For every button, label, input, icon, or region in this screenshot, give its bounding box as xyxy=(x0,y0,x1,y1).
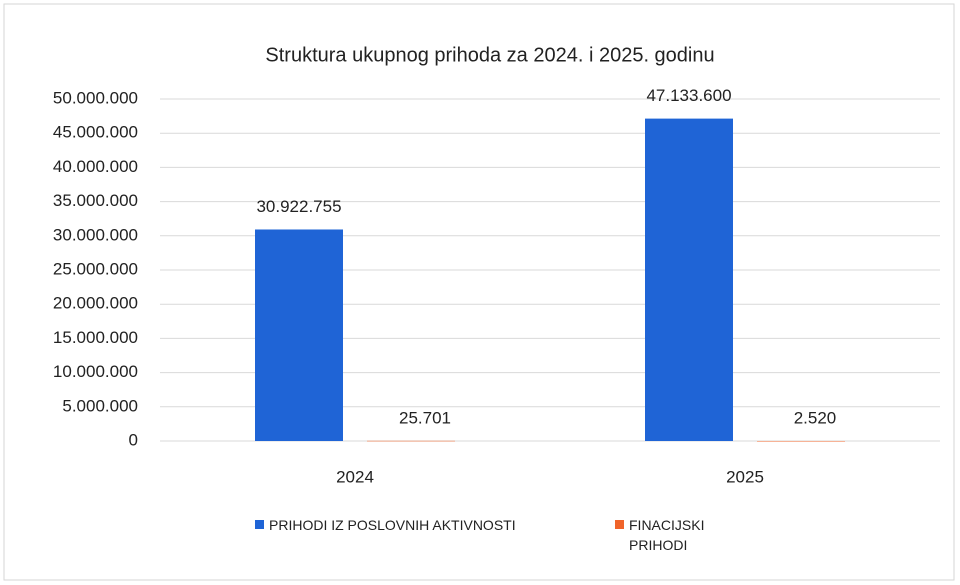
value-label: 47.133.600 xyxy=(646,86,731,105)
y-tick-label: 45.000.000 xyxy=(53,123,138,142)
value-label: 30.922.755 xyxy=(256,197,341,216)
y-tick-label: 0 xyxy=(129,430,138,449)
x-tick-label: 2024 xyxy=(336,467,374,486)
y-tick-label: 40.000.000 xyxy=(53,157,138,176)
value-label: 25.701 xyxy=(399,408,451,427)
y-tick-label: 35.000.000 xyxy=(53,191,138,210)
y-tick-label: 30.000.000 xyxy=(53,225,138,244)
y-tick-label: 5.000.000 xyxy=(62,396,138,415)
value-label: 2.520 xyxy=(794,408,837,427)
bar xyxy=(645,118,733,442)
chart-title: Struktura ukupnog prihoda za 2024. i 202… xyxy=(265,44,714,66)
bar xyxy=(255,229,343,441)
y-tick-label: 50.000.000 xyxy=(53,88,138,107)
x-tick-label: 2025 xyxy=(726,467,764,486)
y-tick-label: 25.000.000 xyxy=(53,259,138,278)
chart-frame xyxy=(3,3,955,581)
bar xyxy=(367,440,455,442)
legend-swatch xyxy=(255,520,264,529)
legend-label: FINACIJSKI PRIHODI xyxy=(629,517,705,553)
y-tick-label: 20.000.000 xyxy=(53,294,138,313)
y-tick-label: 15.000.000 xyxy=(53,328,138,347)
bar xyxy=(757,440,845,442)
y-tick-label: 10.000.000 xyxy=(53,362,138,381)
legend-item: PRIHODI IZ POSLOVNIH AKTIVNOSTI xyxy=(255,515,615,535)
legend-swatch xyxy=(615,520,624,529)
legend-item: FINACIJSKI PRIHODI xyxy=(615,515,755,555)
legend-label: PRIHODI IZ POSLOVNIH AKTIVNOSTI xyxy=(269,517,516,533)
